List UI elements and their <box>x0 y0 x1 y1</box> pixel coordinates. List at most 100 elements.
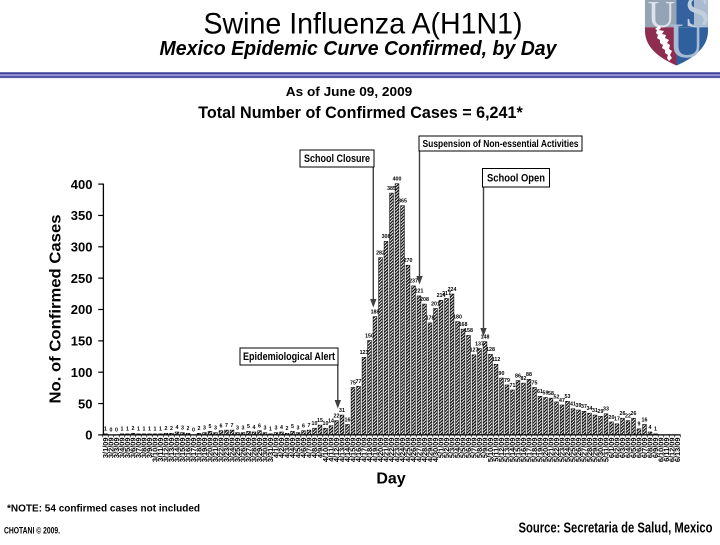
svg-text:4/6/09: 4/6/09 <box>299 438 308 459</box>
svg-text:5/16/09: 5/16/09 <box>519 438 528 463</box>
svg-text:50: 50 <box>78 396 92 411</box>
svg-text:3/30/09: 3/30/09 <box>260 438 269 463</box>
svg-text:No. of Confirmed Cases: No. of Confirmed Cases <box>48 215 65 404</box>
svg-text:7: 7 <box>308 423 311 429</box>
svg-text:214: 214 <box>437 293 446 299</box>
svg-text:3/18/09: 3/18/09 <box>194 438 203 463</box>
svg-text:127: 127 <box>470 348 479 354</box>
svg-text:1: 1 <box>269 427 272 433</box>
svg-text:5/19/09: 5/19/09 <box>535 438 544 463</box>
svg-text:1: 1 <box>159 427 162 433</box>
svg-text:Swine Influenza A(H1N1): Swine Influenza A(H1N1) <box>204 8 523 41</box>
svg-text:3/21/09: 3/21/09 <box>211 438 220 463</box>
svg-text:3/23/09: 3/23/09 <box>222 438 231 463</box>
svg-text:150: 150 <box>71 334 93 349</box>
svg-text:3: 3 <box>242 425 245 431</box>
svg-text:4/13/09: 4/13/09 <box>337 438 346 463</box>
svg-text:208: 208 <box>420 297 429 303</box>
svg-text:4/1/09: 4/1/09 <box>271 438 280 459</box>
svg-text:2: 2 <box>198 426 201 432</box>
svg-text:1: 1 <box>121 427 124 433</box>
svg-text:123: 123 <box>360 350 369 356</box>
svg-text:6/10/09: 6/10/09 <box>656 438 665 463</box>
svg-text:6: 6 <box>220 424 223 430</box>
svg-text:10: 10 <box>323 421 329 427</box>
svg-text:137: 137 <box>475 341 484 347</box>
svg-text:4/24/09: 4/24/09 <box>398 438 407 463</box>
svg-text:4/11/09: 4/11/09 <box>326 438 335 462</box>
svg-text:4/12/09: 4/12/09 <box>332 438 341 463</box>
svg-text:5/8/09: 5/8/09 <box>475 438 484 459</box>
svg-text:6: 6 <box>258 424 261 430</box>
svg-text:3/14/09: 3/14/09 <box>172 438 181 463</box>
svg-text:0: 0 <box>115 427 118 433</box>
svg-text:Mexico Epidemic Curve Confirme: Mexico Epidemic Curve Confirmed, by Day <box>160 38 558 60</box>
svg-text:3/8/09: 3/8/09 <box>139 438 148 459</box>
svg-text:2: 2 <box>165 426 168 432</box>
svg-text:3/31/09: 3/31/09 <box>266 438 275 463</box>
svg-text:5/13/09: 5/13/09 <box>502 438 511 463</box>
svg-text:4/7/09: 4/7/09 <box>304 438 313 459</box>
svg-text:10: 10 <box>312 421 318 427</box>
svg-text:3: 3 <box>297 425 300 431</box>
svg-text:4/16/09: 4/16/09 <box>354 438 363 463</box>
svg-text:6/11/09: 6/11/09 <box>662 438 671 462</box>
svg-text:77: 77 <box>356 379 362 385</box>
svg-text:6/2/09: 6/2/09 <box>612 438 621 459</box>
svg-text:20: 20 <box>609 415 615 421</box>
svg-text:37: 37 <box>581 404 587 410</box>
svg-text:4: 4 <box>176 425 179 431</box>
svg-text:5/26/09: 5/26/09 <box>574 438 583 463</box>
svg-text:5/18/09: 5/18/09 <box>530 438 539 463</box>
svg-text:4/28/09: 4/28/09 <box>420 438 429 463</box>
svg-text:1: 1 <box>126 427 129 433</box>
svg-text:5: 5 <box>247 424 250 430</box>
svg-text:86: 86 <box>515 373 521 379</box>
svg-text:1: 1 <box>654 427 657 433</box>
svg-text:3/29/09: 3/29/09 <box>255 438 264 463</box>
svg-text:22: 22 <box>625 414 631 420</box>
svg-text:2: 2 <box>187 426 190 432</box>
svg-text:1: 1 <box>154 427 157 433</box>
svg-text:6/13/09: 6/13/09 <box>673 438 682 463</box>
svg-text:3/22/09: 3/22/09 <box>216 438 225 463</box>
svg-text:33: 33 <box>603 407 609 413</box>
svg-text:5/2/09: 5/2/09 <box>442 438 451 459</box>
svg-text:5/3/09: 5/3/09 <box>447 438 456 459</box>
svg-text:168: 168 <box>459 322 468 328</box>
svg-text:82: 82 <box>521 376 527 382</box>
svg-text:6/4/09: 6/4/09 <box>623 438 632 459</box>
svg-text:221: 221 <box>415 289 424 295</box>
svg-text:5/21/09: 5/21/09 <box>546 438 555 463</box>
svg-text:5/9/09: 5/9/09 <box>480 438 489 459</box>
svg-text:1: 1 <box>148 427 151 433</box>
svg-text:4/25/09: 4/25/09 <box>403 438 412 463</box>
svg-text:26: 26 <box>620 411 626 417</box>
svg-text:180: 180 <box>453 314 462 320</box>
svg-text:3/20/09: 3/20/09 <box>205 438 214 463</box>
svg-text:3/26/09: 3/26/09 <box>238 438 247 463</box>
svg-text:Source: Secretaria de Salud, M: Source: Secretaria de Salud, Mexico <box>519 520 713 537</box>
svg-text:5/22/09: 5/22/09 <box>552 438 561 463</box>
svg-text:31: 31 <box>592 408 598 414</box>
svg-text:3/16/09: 3/16/09 <box>183 438 192 463</box>
svg-text:53: 53 <box>565 394 571 400</box>
svg-text:4/10/09: 4/10/09 <box>321 438 330 463</box>
svg-text:4: 4 <box>253 425 256 431</box>
svg-text:5/11/09: 5/11/09 <box>491 438 500 462</box>
svg-text:5/25/09: 5/25/09 <box>568 438 577 463</box>
svg-text:128: 128 <box>486 347 495 353</box>
svg-text:0: 0 <box>110 427 113 433</box>
svg-text:6/9/09: 6/9/09 <box>651 438 660 459</box>
svg-text:17: 17 <box>614 417 620 423</box>
svg-text:6/1/09: 6/1/09 <box>607 438 616 459</box>
svg-text:S: S <box>685 0 711 37</box>
svg-text:158: 158 <box>464 328 473 334</box>
svg-text:3/6/09: 3/6/09 <box>128 438 137 459</box>
svg-text:3/10/09: 3/10/09 <box>150 438 159 463</box>
svg-text:3/15/09: 3/15/09 <box>178 438 187 463</box>
svg-text:4/23/09: 4/23/09 <box>392 438 401 463</box>
svg-text:61: 61 <box>537 389 543 395</box>
svg-text:4/20/09: 4/20/09 <box>376 438 385 463</box>
svg-text:4/8/09: 4/8/09 <box>310 438 319 459</box>
